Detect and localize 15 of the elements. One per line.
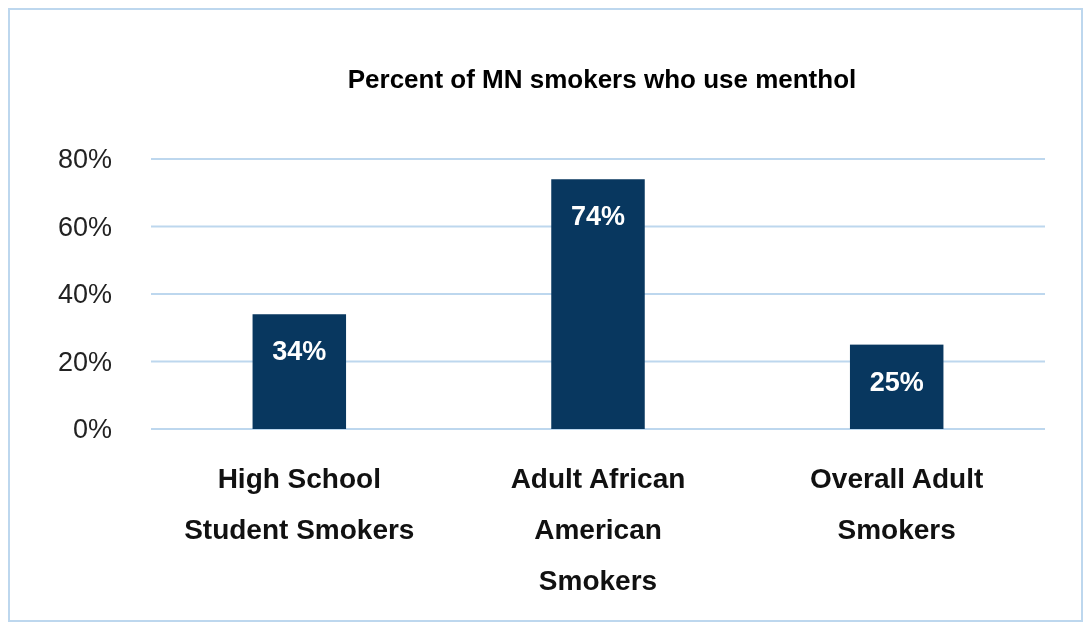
chart-title: Percent of MN smokers who use menthol bbox=[347, 64, 857, 94]
x-tick-label: Adult African American Smokers bbox=[510, 463, 686, 596]
x-tick-label: High School Student Smokers bbox=[184, 463, 415, 545]
data-label: 34% bbox=[272, 336, 327, 367]
y-tick-label: 20% bbox=[57, 346, 112, 377]
y-tick-label: 80% bbox=[57, 144, 112, 175]
bar bbox=[551, 179, 645, 429]
y-tick-label: 40% bbox=[57, 279, 112, 310]
bar bbox=[252, 314, 347, 429]
x-tick-label: Overall Adult Smokers bbox=[810, 463, 984, 545]
data-label: 25% bbox=[869, 366, 924, 397]
bar bbox=[849, 344, 944, 429]
y-tick-label: 60% bbox=[57, 211, 112, 242]
data-label: 74% bbox=[570, 201, 626, 232]
y-tick-label: 0% bbox=[72, 414, 112, 445]
